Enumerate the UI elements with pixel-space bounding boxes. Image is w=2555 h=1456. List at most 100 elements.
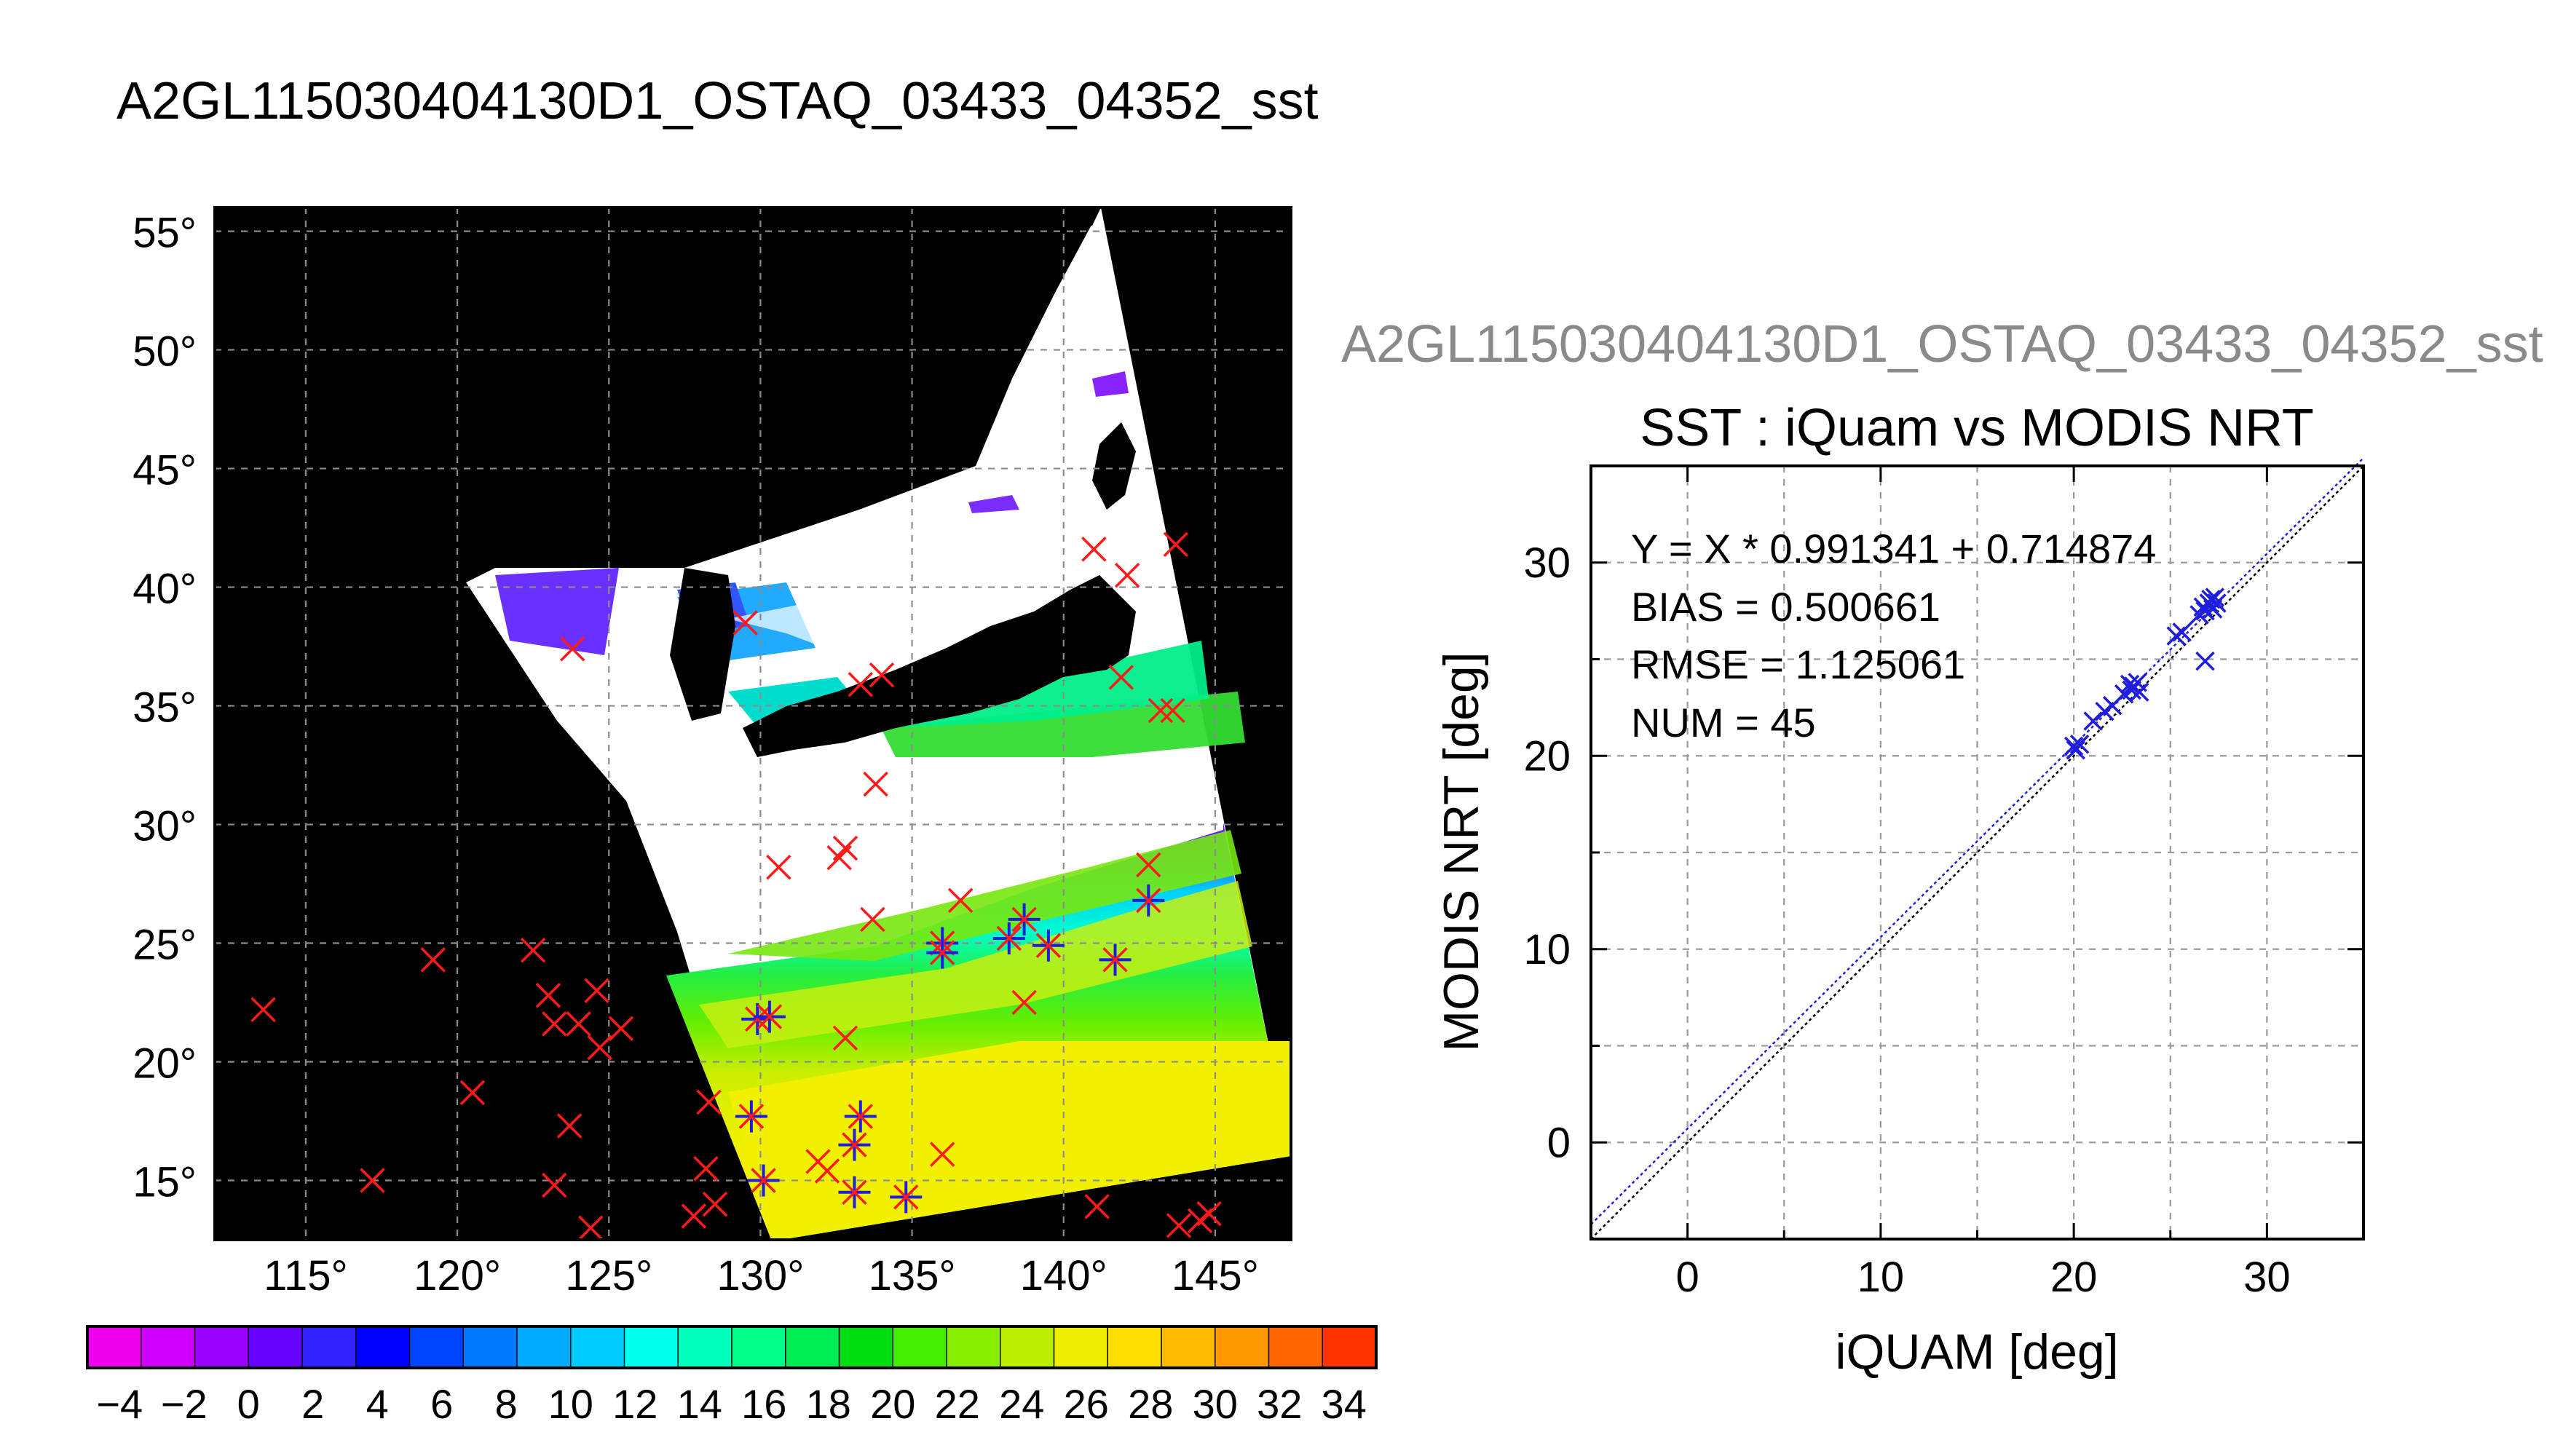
- insitu-marker: [947, 887, 974, 914]
- matchup-marker: [1099, 943, 1132, 976]
- colorbar-cell: [408, 1326, 465, 1369]
- colorbar-label: 10: [548, 1381, 593, 1427]
- insitu-marker: [1114, 563, 1140, 588]
- colorbar-label: 8: [495, 1381, 518, 1427]
- colorbar-label: 28: [1128, 1381, 1173, 1427]
- scatter-xtick-label: 10: [1857, 1254, 1905, 1301]
- map-frame: [213, 206, 1292, 1241]
- map-grid: [215, 207, 1291, 1240]
- map-lon-tick-label: 125°: [565, 1252, 652, 1299]
- insitu-marker: [1160, 697, 1185, 724]
- colorbar-label: 26: [1064, 1381, 1109, 1427]
- map-lat-tick-label: 20°: [133, 1040, 197, 1088]
- colorbar-label: 18: [806, 1381, 851, 1427]
- stats-num: NUM = 45: [1631, 700, 1816, 745]
- colorbar-label: 24: [999, 1381, 1044, 1427]
- scatter-point: [2122, 680, 2141, 700]
- colorbar-cell: [946, 1326, 1001, 1369]
- matchup-marker: [838, 1128, 871, 1161]
- insitu-marker: [1166, 1213, 1192, 1238]
- insitu-marker: [848, 671, 874, 697]
- scatter-plot: 0 10 20 30 0 10 20 30: [1523, 457, 2365, 1301]
- colorbar-label: 0: [237, 1381, 260, 1427]
- colorbar-cell: [785, 1326, 840, 1369]
- colorbar-label: −4: [96, 1381, 143, 1427]
- insitu-marker: [1163, 531, 1189, 558]
- map-lon-tick-label: 120°: [414, 1252, 501, 1299]
- colorbar-cell: [141, 1326, 196, 1369]
- insitu-marker: [560, 636, 585, 662]
- colorbar-label: 12: [612, 1381, 657, 1427]
- insitu-marker: [542, 1172, 567, 1198]
- map-lon-labels: 115° 120° 125° 130° 135° 140° 145°: [264, 1252, 1259, 1299]
- colorbar-cell: [677, 1326, 733, 1369]
- colorbar-label: 14: [677, 1381, 722, 1427]
- map-lon-tick-label: 135°: [869, 1252, 956, 1299]
- insitu-marker: [869, 662, 895, 688]
- map-lat-tick-label: 55°: [133, 210, 197, 257]
- insitu-marker: [1084, 1194, 1110, 1219]
- insitu-marker: [608, 1016, 634, 1042]
- scatter-point: [2120, 674, 2140, 695]
- scatter-ticks: 0 10 20 30 0 10 20 30: [1523, 466, 2364, 1301]
- colorbar-cell: [1000, 1326, 1055, 1369]
- map-lat-tick-label: 50°: [133, 328, 197, 376]
- scatter-ytick-label: 10: [1523, 926, 1571, 973]
- colorbar-cell: [355, 1326, 411, 1369]
- stats-bias: BIAS = 0.500661: [1631, 584, 1940, 630]
- scatter-line: [1590, 465, 2364, 1240]
- colorbar-label: 30: [1193, 1381, 1238, 1427]
- colorbar-label: 6: [430, 1381, 453, 1427]
- matchup-marker: [890, 1181, 923, 1214]
- insitu-marker: [832, 1025, 858, 1051]
- insitu-marker: [814, 1158, 840, 1184]
- colorbar-cell: [1215, 1326, 1270, 1369]
- colorbar-cell: [570, 1326, 625, 1369]
- matchup-marker: [1132, 884, 1165, 917]
- insitu-marker: [250, 997, 276, 1023]
- insitu-marker: [578, 1215, 604, 1240]
- colorbar: −4 −2 0 2 4 6 8 10 12 14 16 18 20 22 24 26 28 30 32 34: [86, 1325, 1378, 1427]
- insitu-marker: [929, 1142, 955, 1167]
- colorbar-cell: [1053, 1326, 1109, 1369]
- insitu-marker: [681, 1203, 707, 1229]
- colorbar-cell: [731, 1326, 786, 1369]
- colorbar-label: 32: [1257, 1381, 1302, 1427]
- insitu-marker: [566, 1011, 591, 1037]
- scatter-ytick-label: 30: [1523, 539, 1571, 587]
- colorbar-cell: [516, 1326, 572, 1369]
- page-title: A2GL115030404130D1_OSTAQ_03433_04352_sst: [117, 72, 1319, 130]
- scatter-point: [2083, 711, 2103, 731]
- scatter-point: [2205, 587, 2224, 607]
- colorbar-label: 22: [935, 1381, 980, 1427]
- scatter-xlabel: iQUAM [deg]: [1835, 1324, 2118, 1380]
- colorbar-cell: [87, 1326, 142, 1369]
- stats-box: Y = X * 0.991341 + 0.714874 BIAS = 0.500…: [1631, 526, 2156, 745]
- scatter-point: [2095, 701, 2114, 721]
- map-lat-tick-label: 25°: [133, 922, 197, 969]
- insitu-marker: [766, 854, 791, 880]
- scatter-point: [2064, 736, 2084, 756]
- colorbar-cell: [1322, 1326, 1378, 1369]
- scatter-point: [2069, 735, 2090, 754]
- scatter-point: [2195, 651, 2215, 671]
- scatter-ytick-label: 20: [1523, 732, 1571, 780]
- scatter-points: [2064, 587, 2227, 760]
- scatter-point: [2066, 740, 2086, 760]
- matchup-marker: [747, 1164, 780, 1197]
- scatter-line: [1590, 457, 2364, 1225]
- insitu-marker: [696, 1089, 722, 1115]
- scatter-point: [2130, 682, 2149, 702]
- map-lat-tick-label: 45°: [133, 447, 197, 494]
- insitu-marker: [556, 1113, 583, 1139]
- colorbar-label: 16: [741, 1381, 786, 1427]
- insitu-marker: [702, 1191, 728, 1217]
- insitu-marker: [542, 1011, 567, 1037]
- land: [215, 207, 1136, 1240]
- colorbar-cell: [462, 1326, 518, 1369]
- colorbar-cell: [623, 1326, 679, 1369]
- scatter-top-title: A2GL115030404130D1_OSTAQ_03433_04352_sst: [1341, 315, 2543, 373]
- scatter-point: [2203, 599, 2223, 619]
- map-lon-tick-label: 140°: [1020, 1252, 1107, 1299]
- insitu-marker: [360, 1168, 385, 1193]
